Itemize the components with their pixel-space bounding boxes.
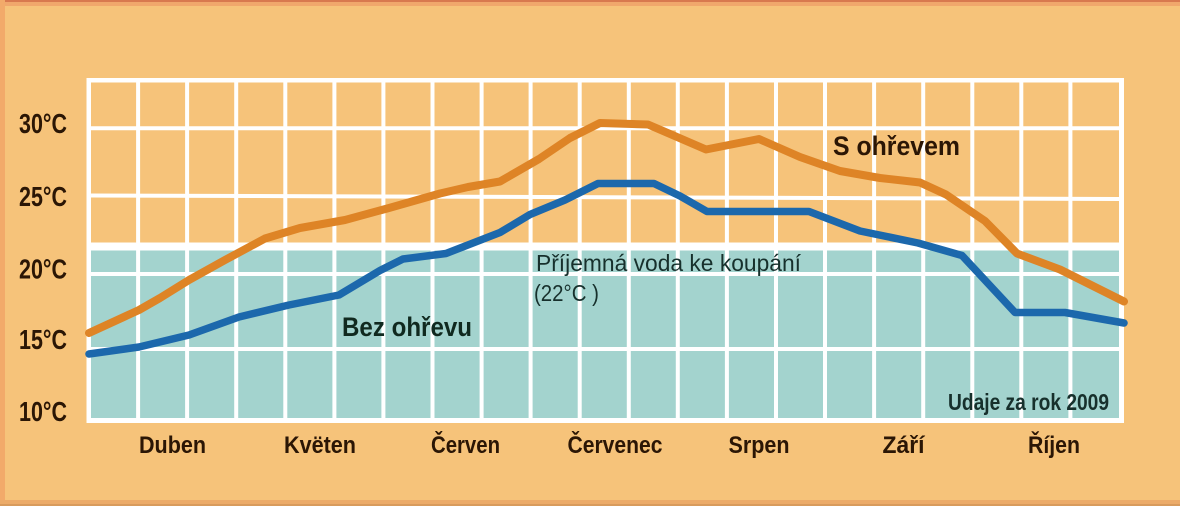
- svg-text:25°C: 25°C: [19, 181, 67, 212]
- svg-text:Srpen: Srpen: [729, 432, 790, 459]
- svg-text:Kvëten: Kvëten: [284, 432, 356, 459]
- svg-text:30°C: 30°C: [19, 108, 67, 139]
- svg-text:S ohřevem: S ohřevem: [833, 131, 960, 161]
- svg-text:Září: Září: [883, 432, 926, 459]
- svg-text:(22°C ): (22°C ): [534, 280, 599, 306]
- svg-text:Udaje za rok 2009: Udaje za rok 2009: [948, 389, 1109, 415]
- svg-text:Říjen: Říjen: [1028, 431, 1080, 459]
- svg-text:Červen: Červen: [431, 431, 500, 459]
- svg-text:Bez ohřevu: Bez ohřevu: [342, 312, 472, 342]
- svg-text:Červenec: Červenec: [568, 431, 663, 459]
- svg-text:20°C: 20°C: [19, 254, 67, 285]
- svg-text:Příjemná voda ke koupání: Příjemná voda ke koupání: [536, 250, 801, 276]
- svg-text:Duben: Duben: [139, 432, 206, 459]
- svg-text:10°C: 10°C: [19, 396, 67, 427]
- svg-text:15°C: 15°C: [19, 324, 67, 355]
